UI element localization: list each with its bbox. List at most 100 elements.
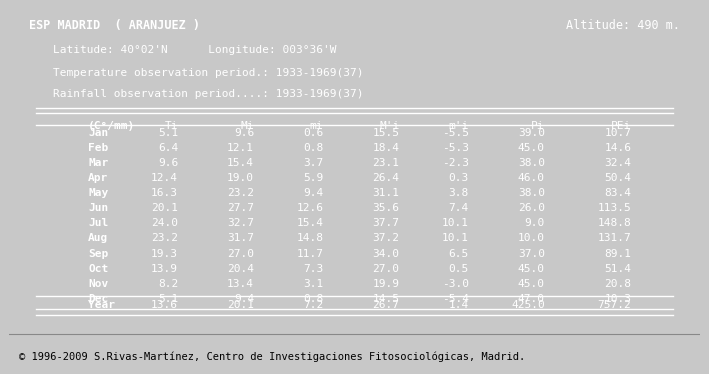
Text: 19.3: 19.3 — [151, 248, 178, 258]
Text: © 1996-2009 S.Rivas-Martínez, Centro de Investigaciones Fitosociológicas, Madrid: © 1996-2009 S.Rivas-Martínez, Centro de … — [19, 352, 525, 362]
Text: Nov: Nov — [88, 279, 108, 289]
Text: 7.4: 7.4 — [448, 203, 469, 213]
Text: 5.9: 5.9 — [303, 173, 323, 183]
Text: Ti: Ti — [164, 121, 178, 131]
Text: 7.2: 7.2 — [303, 300, 323, 310]
Text: Mi: Mi — [240, 121, 254, 131]
Text: 89.1: 89.1 — [604, 248, 631, 258]
Text: 19.9: 19.9 — [372, 279, 399, 289]
Text: 3.7: 3.7 — [303, 158, 323, 168]
Text: 12.1: 12.1 — [227, 143, 254, 153]
Text: Sep: Sep — [88, 248, 108, 258]
Text: 8.2: 8.2 — [158, 279, 178, 289]
Text: Jul: Jul — [88, 218, 108, 229]
Text: 10.7: 10.7 — [604, 128, 631, 138]
Text: Jan: Jan — [88, 128, 108, 138]
Text: 7.3: 7.3 — [303, 264, 323, 273]
Text: 45.0: 45.0 — [518, 279, 545, 289]
Text: 51.4: 51.4 — [604, 264, 631, 273]
Text: 12.6: 12.6 — [296, 203, 323, 213]
Text: 35.6: 35.6 — [372, 203, 399, 213]
Text: 37.7: 37.7 — [372, 218, 399, 229]
Text: May: May — [88, 188, 108, 198]
Text: 32.4: 32.4 — [604, 158, 631, 168]
Text: 20.4: 20.4 — [227, 264, 254, 273]
Text: 26.4: 26.4 — [372, 173, 399, 183]
Text: -5.3: -5.3 — [442, 143, 469, 153]
Text: 131.7: 131.7 — [598, 233, 631, 243]
Text: 31.7: 31.7 — [227, 233, 254, 243]
Text: 3.1: 3.1 — [303, 279, 323, 289]
Text: 9.0: 9.0 — [525, 218, 545, 229]
Text: 113.5: 113.5 — [598, 203, 631, 213]
Text: Feb: Feb — [88, 143, 108, 153]
Text: 10.1: 10.1 — [442, 218, 469, 229]
Text: Temperature observation period.: 1933-1969(37): Temperature observation period.: 1933-19… — [53, 68, 364, 78]
Text: 23.2: 23.2 — [151, 233, 178, 243]
Text: 32.7: 32.7 — [227, 218, 254, 229]
Text: 37.2: 37.2 — [372, 233, 399, 243]
Text: 50.4: 50.4 — [604, 173, 631, 183]
Text: 0.8: 0.8 — [303, 294, 323, 304]
Text: Year: Year — [88, 300, 115, 310]
Text: 15.5: 15.5 — [372, 128, 399, 138]
Text: 14.6: 14.6 — [604, 143, 631, 153]
Text: 83.4: 83.4 — [604, 188, 631, 198]
Text: 19.0: 19.0 — [227, 173, 254, 183]
Text: PEi: PEi — [611, 121, 631, 131]
Text: 34.0: 34.0 — [372, 248, 399, 258]
Text: 13.4: 13.4 — [227, 279, 254, 289]
Text: 13.6: 13.6 — [151, 300, 178, 310]
Text: 47.0: 47.0 — [518, 294, 545, 304]
Text: 6.4: 6.4 — [158, 143, 178, 153]
Text: 26.7: 26.7 — [372, 300, 399, 310]
Text: Pi: Pi — [531, 121, 545, 131]
Text: 0.5: 0.5 — [448, 264, 469, 273]
Text: M'i: M'i — [379, 121, 399, 131]
Text: 14.8: 14.8 — [296, 233, 323, 243]
Text: 0.8: 0.8 — [303, 143, 323, 153]
Text: 15.4: 15.4 — [227, 158, 254, 168]
Text: 0.6: 0.6 — [303, 128, 323, 138]
Text: 46.0: 46.0 — [518, 173, 545, 183]
Text: 38.0: 38.0 — [518, 188, 545, 198]
Text: 24.0: 24.0 — [151, 218, 178, 229]
Text: 10.0: 10.0 — [518, 233, 545, 243]
Text: 0.3: 0.3 — [448, 173, 469, 183]
Text: Aug: Aug — [88, 233, 108, 243]
Text: 5.1: 5.1 — [158, 128, 178, 138]
Text: Rainfall observation period....: 1933-1969(37): Rainfall observation period....: 1933-19… — [53, 89, 364, 99]
Text: 37.0: 37.0 — [518, 248, 545, 258]
Text: 10.1: 10.1 — [442, 233, 469, 243]
Text: -5.4: -5.4 — [442, 294, 469, 304]
Text: 20.1: 20.1 — [151, 203, 178, 213]
Text: 27.0: 27.0 — [372, 264, 399, 273]
Text: Altitude: 490 m.: Altitude: 490 m. — [566, 19, 680, 32]
Text: 1.4: 1.4 — [448, 300, 469, 310]
Text: mi: mi — [310, 121, 323, 131]
Text: 38.0: 38.0 — [518, 158, 545, 168]
Text: 9.4: 9.4 — [303, 188, 323, 198]
Text: 20.8: 20.8 — [604, 279, 631, 289]
Text: ESP MADRID  ( ARANJUEZ ): ESP MADRID ( ARANJUEZ ) — [29, 19, 200, 32]
Text: -3.0: -3.0 — [442, 279, 469, 289]
Text: 23.1: 23.1 — [372, 158, 399, 168]
Text: 27.0: 27.0 — [227, 248, 254, 258]
Text: 9.4: 9.4 — [234, 294, 254, 304]
Text: 425.0: 425.0 — [511, 300, 545, 310]
Text: m'i: m'i — [448, 121, 469, 131]
Text: 6.5: 6.5 — [448, 248, 469, 258]
Text: 18.4: 18.4 — [372, 143, 399, 153]
Text: 10.3: 10.3 — [604, 294, 631, 304]
Text: 27.7: 27.7 — [227, 203, 254, 213]
Text: Mar: Mar — [88, 158, 108, 168]
Text: 5.1: 5.1 — [158, 294, 178, 304]
Text: 45.0: 45.0 — [518, 143, 545, 153]
Text: Oct: Oct — [88, 264, 108, 273]
Text: -2.3: -2.3 — [442, 158, 469, 168]
Text: 3.8: 3.8 — [448, 188, 469, 198]
Text: 13.9: 13.9 — [151, 264, 178, 273]
Text: 11.7: 11.7 — [296, 248, 323, 258]
Text: 26.0: 26.0 — [518, 203, 545, 213]
Text: 757.2: 757.2 — [598, 300, 631, 310]
